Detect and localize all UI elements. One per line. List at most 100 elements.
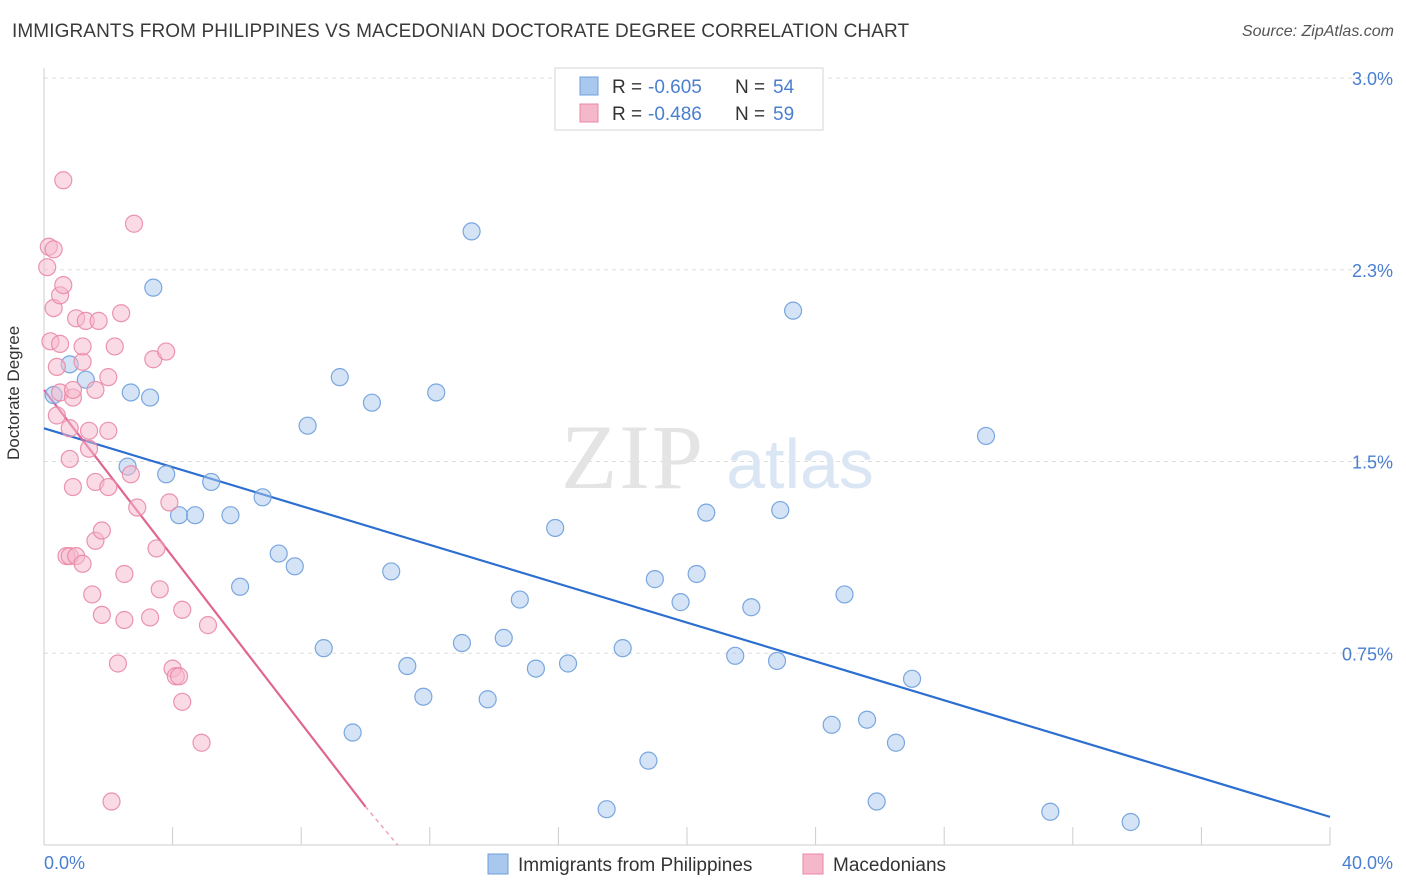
- legend-n-label-1: N =: [735, 104, 765, 125]
- y-tick-label-3: 3.0%: [1352, 69, 1393, 89]
- point-macedonians-57: [192, 733, 211, 752]
- point-macedonians-9: [50, 334, 70, 353]
- point-philippines-18: [330, 368, 349, 387]
- point-philippines-38: [687, 564, 706, 584]
- point-philippines-17: [314, 639, 333, 658]
- point-macedonians-14: [60, 449, 79, 469]
- point-philippines-12: [231, 577, 250, 596]
- point-macedonians-48: [147, 539, 166, 558]
- point-philippines-21: [382, 562, 401, 581]
- point-macedonians-49: [150, 580, 169, 599]
- legend-box: [554, 67, 824, 131]
- point-philippines-49: [886, 733, 906, 752]
- point-philippines-15: [285, 557, 304, 576]
- point-philippines-32: [558, 654, 578, 673]
- point-macedonians-45: [128, 498, 147, 517]
- point-macedonians-58: [198, 616, 218, 635]
- point-macedonians-25: [79, 439, 99, 458]
- point-philippines-41: [742, 598, 761, 617]
- point-macedonians-51: [160, 493, 179, 512]
- point-philippines-19: [343, 723, 362, 742]
- point-macedonians-13: [60, 419, 79, 438]
- point-macedonians-10: [54, 275, 73, 295]
- point-macedonians-37: [102, 792, 121, 811]
- point-macedonians-43: [121, 465, 140, 484]
- point-philippines-6: [144, 278, 163, 297]
- point-macedonians-35: [99, 421, 118, 440]
- y-tick-labels: 0.75% 1.5% 2.3% 3.0%: [1342, 69, 1393, 664]
- point-philippines-37: [671, 593, 690, 612]
- point-macedonians-34: [99, 368, 118, 387]
- point-philippines-23: [414, 687, 433, 706]
- grid-lines: [44, 77, 1392, 654]
- x-tick-labels: 0.0% 40.0%: [44, 853, 1393, 873]
- point-philippines-16: [298, 416, 317, 435]
- point-philippines-44: [783, 301, 803, 320]
- point-macedonians-21: [73, 352, 92, 371]
- point-philippines-33: [597, 800, 616, 819]
- point-philippines-5: [140, 388, 160, 407]
- legend-r-value-1: -0.486: [648, 104, 702, 125]
- point-philippines-52: [1041, 802, 1060, 821]
- legend-r-value-0: -0.605: [648, 77, 702, 98]
- point-philippines-51: [976, 426, 996, 446]
- axes: [43, 68, 1331, 846]
- bottom-legend: Immigrants from Philippines Macedonians: [487, 853, 946, 876]
- point-philippines-36: [645, 570, 664, 589]
- point-philippines-50: [902, 669, 922, 688]
- watermark-zip: ZIP: [561, 406, 705, 508]
- point-macedonians-6: [47, 357, 66, 377]
- point-macedonians-5: [47, 406, 66, 425]
- point-macedonians-46: [140, 608, 160, 627]
- point-macedonians-33: [92, 605, 111, 625]
- point-macedonians-41: [115, 610, 134, 630]
- point-philippines-26: [462, 222, 481, 241]
- point-macedonians-3: [44, 240, 63, 259]
- y-axis-label: Doctorate Degree: [4, 325, 23, 460]
- point-macedonians-0: [38, 258, 57, 277]
- point-macedonians-31: [89, 311, 108, 330]
- y-tick-label-2: 2.3%: [1352, 261, 1393, 281]
- point-philippines-7: [157, 465, 176, 484]
- point-macedonians-56: [173, 600, 192, 619]
- legend-r-label-1: R =: [612, 104, 642, 125]
- point-philippines-20: [362, 393, 382, 412]
- legend-n-label-0: N =: [735, 77, 765, 98]
- point-macedonians-54: [169, 667, 189, 686]
- point-macedonians-42: [115, 564, 134, 584]
- x-tick-label-max: 40.0%: [1342, 853, 1393, 873]
- legend-swatch-macedonians: [579, 103, 599, 123]
- point-philippines-46: [835, 585, 854, 604]
- point-macedonians-38: [105, 337, 124, 356]
- chart-title: IMMIGRANTS FROM PHILIPPINES VS MACEDONIA…: [12, 21, 910, 42]
- point-philippines-39: [697, 503, 716, 522]
- legend: R = -0.605 N = 54 R = -0.486 N = 59: [554, 67, 824, 131]
- point-macedonians-16: [63, 477, 83, 497]
- y-tick-label-1: 1.5%: [1352, 453, 1393, 473]
- point-macedonians-44: [124, 214, 144, 233]
- point-macedonians-18: [63, 380, 83, 400]
- data-points: [38, 171, 1140, 832]
- point-philippines-4: [121, 383, 140, 402]
- point-macedonians-27: [83, 585, 102, 604]
- point-philippines-11: [221, 506, 240, 525]
- point-macedonians-22: [73, 337, 92, 356]
- bottom-legend-label-macedonians: Macedonians: [833, 855, 946, 876]
- point-macedonians-55: [173, 692, 192, 711]
- point-philippines-34: [613, 639, 632, 658]
- point-macedonians-28: [86, 380, 105, 400]
- point-philippines-48: [867, 792, 886, 811]
- point-philippines-22: [398, 656, 417, 676]
- point-philippines-30: [526, 659, 545, 678]
- point-philippines-40: [726, 646, 745, 665]
- point-philippines-53: [1121, 812, 1140, 832]
- source-label: Source: ZipAtlas.com: [1241, 23, 1394, 40]
- point-macedonians-11: [54, 171, 73, 190]
- point-macedonians-36: [99, 477, 118, 497]
- watermark-atlas: atlas: [726, 425, 874, 503]
- point-philippines-35: [639, 751, 658, 770]
- bottom-legend-label-philippines: Immigrants from Philippines: [518, 855, 752, 876]
- point-macedonians-50: [157, 342, 176, 361]
- trend-line-macedonians-extension: [364, 806, 399, 846]
- point-philippines-31: [546, 518, 565, 538]
